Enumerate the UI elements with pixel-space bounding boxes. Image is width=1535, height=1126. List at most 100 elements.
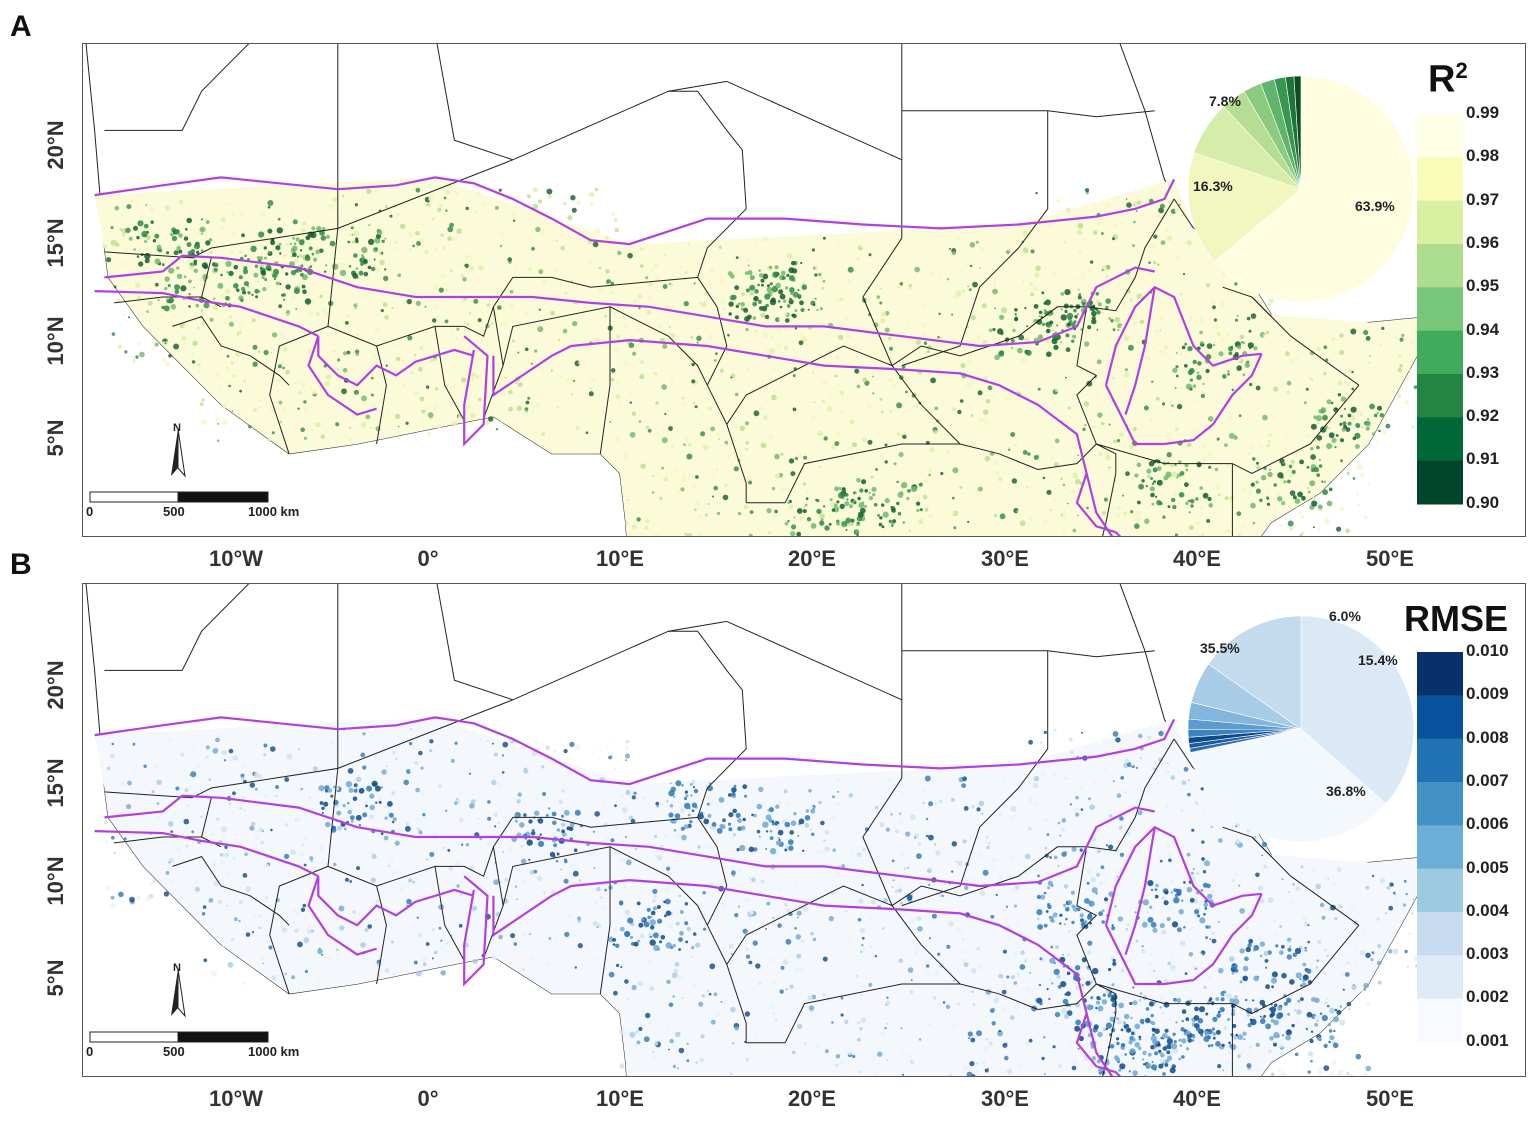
rmse-map — [83, 584, 1525, 1076]
x-tick-label: 50°E — [1366, 546, 1414, 571]
colorbar-tick-label: 0.004 — [1466, 900, 1509, 920]
colorbar-tick-label: 0.003 — [1466, 944, 1509, 964]
x-tick-label: 40°E — [1173, 546, 1221, 571]
pie-slice — [1208, 615, 1302, 730]
scale-bar-label: 0 — [86, 504, 94, 519]
x-tick-label: 30°E — [981, 546, 1029, 571]
colorbar-tick-label: 0.92 — [1466, 406, 1500, 426]
x-tick-label: 20°E — [788, 546, 836, 571]
colorbar-segment — [1417, 157, 1463, 202]
x-tick-label: 0° — [417, 1086, 439, 1111]
colorbar-tick-label: 0.002 — [1466, 987, 1509, 1007]
colorbar-tick-label: 0.90 — [1466, 492, 1500, 512]
colorbar-tick-label: 0.97 — [1466, 189, 1500, 209]
x-tick-label: 10°W — [208, 546, 264, 571]
x-tick-label: 40°E — [1173, 1086, 1221, 1111]
colorbar-segment — [1417, 825, 1463, 870]
ecoregion-boundaries — [94, 716, 1263, 1076]
north-arrow-icon — [171, 968, 186, 1018]
colorbar-tick-label: 0.007 — [1466, 770, 1509, 790]
pie-slice — [1213, 75, 1415, 303]
colorbar-segment — [1417, 868, 1463, 913]
colorbar-segment — [1417, 287, 1463, 332]
pie-slice — [1293, 75, 1302, 190]
y-tick-label: 5°N — [43, 419, 68, 457]
scale-bar-label: 500 — [163, 1044, 185, 1059]
raster-speckles — [103, 728, 1427, 1076]
rmse-legend-title: RMSE — [1404, 598, 1509, 639]
colorbar-segment — [1417, 114, 1463, 158]
colorbar-tick-label: 0.99 — [1466, 103, 1500, 122]
scale-bar — [89, 1031, 269, 1043]
north-arrow-label: N — [173, 962, 181, 974]
y-tick-label: 15°N — [43, 218, 68, 268]
ecoregion-boundaries — [94, 176, 1263, 536]
colorbar-tick-label: 0.009 — [1466, 684, 1509, 704]
colorbar-tick-label: 0.006 — [1466, 814, 1509, 834]
y-tick-label: 10°N — [43, 316, 68, 366]
y-tick-label: 5°N — [43, 959, 68, 997]
colorbar-tick-label: 0.98 — [1466, 146, 1500, 166]
colorbar-segment — [1417, 912, 1463, 956]
colorbar-segment — [1417, 738, 1463, 783]
pie-chart — [1187, 615, 1415, 843]
r2-title-text: R — [1428, 58, 1456, 101]
colorbar-segment — [1417, 460, 1463, 505]
x-tick-label: 0° — [417, 546, 439, 571]
colorbar-segment — [1417, 330, 1463, 375]
y-tick-label: 10°N — [43, 856, 68, 906]
scale-bar-label: 0 — [86, 1044, 94, 1059]
panel-a-letter: A — [10, 10, 32, 43]
north-arrow-icon — [171, 428, 186, 478]
x-tick-label: 20°E — [788, 1086, 836, 1111]
pie-slice — [1187, 152, 1302, 263]
colorbar-tick-label: 0.94 — [1466, 319, 1500, 339]
pie-slice-label: 16.3% — [1193, 178, 1233, 194]
x-tick-label: 30°E — [981, 1086, 1029, 1111]
colorbar-tick-label: 0.010 — [1466, 641, 1509, 660]
y-tick-label: 20°N — [43, 120, 68, 170]
pie-chart — [1187, 75, 1415, 303]
north-arrow-label: N — [173, 422, 181, 434]
country-borders — [104, 44, 1360, 536]
r2-map — [83, 44, 1525, 536]
r2-legend-title: R2 — [1428, 58, 1468, 102]
x-tick-label: 50°E — [1366, 1086, 1414, 1111]
colorbar-tick-label: 0.95 — [1466, 276, 1500, 296]
r2-map-frame — [82, 43, 1526, 537]
colorbar-tick-label: 0.93 — [1466, 362, 1500, 382]
colorbar-tick-label: 0.005 — [1466, 857, 1509, 877]
colorbar-segment — [1417, 244, 1463, 288]
pie-slice-label: 63.9% — [1355, 198, 1395, 214]
pie-slice-label: 35.5% — [1200, 640, 1240, 656]
pie-slice — [1300, 615, 1415, 805]
r2-title-superscript: 2 — [1455, 58, 1468, 83]
scale-bar-label: 500 — [163, 504, 185, 519]
colorbar-segment — [1417, 200, 1463, 245]
colorbar-tick-label: 0.001 — [1466, 1030, 1509, 1050]
colorbar-segment — [1417, 955, 1463, 1000]
x-tick-label: 10°W — [208, 1086, 264, 1111]
y-tick-label: 15°N — [43, 758, 68, 808]
x-tick-label: 10°E — [596, 1086, 644, 1111]
study-area-fill — [94, 177, 1431, 536]
colorbar — [1417, 114, 1463, 505]
colorbar-segment — [1417, 695, 1463, 740]
pie-slice-label: 7.8% — [1209, 93, 1241, 109]
scale-bar-label: 1000 km — [248, 1044, 300, 1059]
colorbar-segment — [1417, 652, 1463, 696]
pie-slice-label: 15.4% — [1358, 652, 1398, 668]
colorbar-segment — [1417, 782, 1463, 826]
colorbar — [1417, 652, 1463, 1043]
scale-bar-label: 1000 km — [248, 504, 300, 519]
pie-slice-label: 6.0% — [1329, 608, 1361, 624]
pie-slice — [1190, 728, 1387, 843]
y-tick-label: 20°N — [43, 660, 68, 710]
panel-b-letter: B — [10, 548, 32, 581]
pie-slice-label: 36.8% — [1326, 783, 1366, 799]
raster-speckles — [103, 187, 1430, 536]
x-tick-label: 10°E — [596, 546, 644, 571]
rmse-map-frame — [82, 583, 1526, 1077]
colorbar-segment — [1417, 417, 1463, 462]
country-borders — [104, 584, 1360, 1076]
